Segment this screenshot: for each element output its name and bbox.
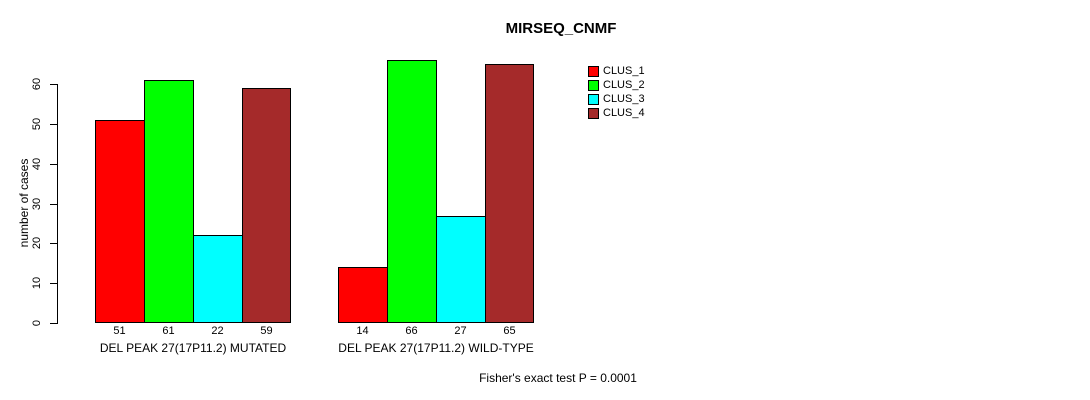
bar-clus_4-wild-type bbox=[485, 64, 534, 323]
y-axis-tick bbox=[50, 283, 57, 285]
bar-value-label: 27 bbox=[454, 325, 467, 337]
y-axis-tick-label: 40 bbox=[31, 157, 43, 170]
y-axis-tick-label: 60 bbox=[31, 78, 43, 91]
bar-clus_3-mutated bbox=[193, 235, 243, 323]
legend-label-clus_3: CLUS_3 bbox=[603, 93, 645, 105]
legend-swatch-clus_3 bbox=[588, 94, 599, 105]
bar-clus_2-wild-type bbox=[387, 60, 437, 323]
bar-value-label: 14 bbox=[356, 325, 369, 337]
bar-value-label: 65 bbox=[503, 325, 516, 337]
bar-value-label: 59 bbox=[260, 325, 273, 337]
y-axis-tick-label: 50 bbox=[31, 117, 43, 131]
y-axis-tick bbox=[50, 323, 57, 324]
bar-value-label: 61 bbox=[162, 325, 175, 337]
bar-value-label: 51 bbox=[113, 325, 126, 337]
y-axis-title: number of cases bbox=[17, 158, 31, 248]
group-label: DEL PEAK 27(17P11.2) WILD-TYPE bbox=[338, 341, 534, 355]
legend-swatch-clus_1 bbox=[588, 66, 599, 77]
y-axis-tick bbox=[50, 203, 57, 205]
y-axis-tick bbox=[50, 124, 57, 125]
bar-clus_4-mutated bbox=[242, 88, 291, 323]
bar-clus_2-mutated bbox=[144, 80, 194, 323]
bar-value-label: 66 bbox=[405, 325, 418, 337]
legend-swatch-clus_2 bbox=[588, 80, 599, 91]
fisher-test-annotation: Fisher's exact test P = 0.0001 bbox=[479, 371, 637, 385]
bar-value-label: 22 bbox=[211, 325, 224, 337]
y-axis-tick-label: 20 bbox=[31, 237, 43, 250]
group-label: DEL PEAK 27(17P11.2) MUTATED bbox=[99, 341, 287, 355]
y-axis-tick-label: 0 bbox=[31, 319, 43, 327]
chart-title: MIRSEQ_CNMF bbox=[505, 20, 617, 37]
bar-clus_3-wild-type bbox=[436, 215, 486, 323]
y-axis-tick bbox=[50, 243, 57, 245]
legend-label-clus_1: CLUS_1 bbox=[603, 65, 645, 77]
legend-label-clus_2: CLUS_2 bbox=[603, 79, 645, 91]
y-axis-tick bbox=[50, 84, 57, 86]
y-axis-tick bbox=[50, 163, 57, 165]
bar-clus_1-wild-type bbox=[338, 267, 388, 323]
y-axis-tick-label: 10 bbox=[31, 277, 43, 290]
y-axis-line bbox=[57, 84, 58, 324]
legend-swatch-clus_4 bbox=[588, 108, 599, 119]
legend-label-clus_4: CLUS_4 bbox=[603, 107, 645, 119]
y-axis-tick-label: 30 bbox=[31, 197, 43, 210]
bar-clus_1-mutated bbox=[95, 120, 145, 323]
